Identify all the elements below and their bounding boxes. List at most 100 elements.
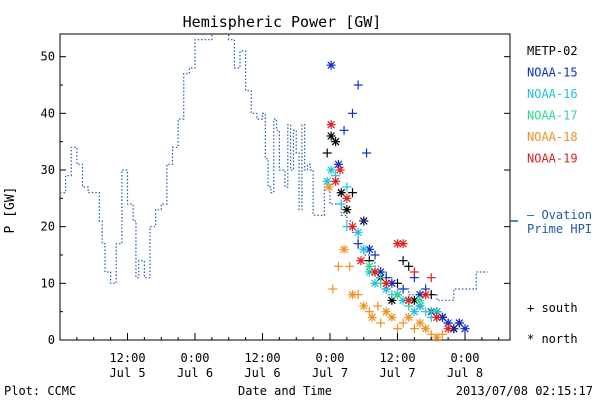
legend-noaa-19: NOAA-19 xyxy=(527,152,578,166)
noaa-19-point xyxy=(426,273,436,283)
noaa-15-point xyxy=(339,125,349,135)
marker-d2 xyxy=(410,307,419,316)
marker-d2 xyxy=(433,313,441,322)
marker-d2 xyxy=(416,290,424,299)
y-tick-label: 30 xyxy=(41,163,55,177)
metp-02-point xyxy=(398,256,408,266)
marker-d2 xyxy=(359,245,368,254)
marker-d2 xyxy=(382,279,391,288)
noaa-19-point xyxy=(398,239,408,249)
noaa-19-point xyxy=(421,290,431,300)
marker-d2 xyxy=(404,296,413,305)
noaa-15-point xyxy=(438,312,447,322)
noaa-15-point xyxy=(415,290,425,300)
marker-d2 xyxy=(444,324,452,333)
noaa-18-point xyxy=(339,244,349,254)
marker-legend-north: * north xyxy=(527,332,578,346)
noaa-19-point xyxy=(381,278,391,288)
noaa-19-point xyxy=(331,176,341,186)
noaa-17-point xyxy=(393,290,402,300)
noaa-18-point xyxy=(438,329,447,339)
marker-d2 xyxy=(416,319,424,327)
y-tick-label: 40 xyxy=(41,106,55,120)
marker-d2 xyxy=(376,268,385,276)
marker-d2 xyxy=(348,222,357,231)
noaa-18-point xyxy=(432,332,442,342)
marker-d2 xyxy=(357,256,365,265)
marker-d2 xyxy=(327,132,335,140)
satellite-points xyxy=(322,60,470,342)
marker-d2 xyxy=(327,61,335,69)
marker-d2 xyxy=(323,177,331,186)
noaa-15-point xyxy=(398,284,408,294)
noaa-17-point xyxy=(364,261,374,271)
legend-noaa-15: NOAA-15 xyxy=(527,66,578,80)
legend-metp-02: METP-02 xyxy=(527,44,578,58)
chart-title: Hemispheric Power [GW] xyxy=(183,13,382,31)
x-tick-time: 0:00 xyxy=(181,351,210,365)
x-tick-date: Jul 8 xyxy=(447,366,483,380)
marker-d2 xyxy=(325,183,333,191)
marker-d2 xyxy=(365,245,374,254)
y-tick-label: 0 xyxy=(48,333,55,347)
noaa-16-point xyxy=(359,244,369,254)
footer-left: Plot: CCMC xyxy=(4,384,76,398)
metp-02-point xyxy=(336,188,346,198)
noaa-18-point xyxy=(381,307,391,317)
noaa-19-point xyxy=(342,193,352,203)
noaa-18-point xyxy=(324,182,334,192)
noaa-15-point xyxy=(359,216,369,226)
noaa-19-point xyxy=(335,165,345,175)
noaa-18-point xyxy=(353,290,363,300)
noaa-18-point xyxy=(359,301,369,311)
marker-d2 xyxy=(343,194,351,203)
legend-noaa-16: NOAA-16 xyxy=(527,87,578,101)
x-tick-date: Jul 6 xyxy=(177,366,213,380)
marker-d2 xyxy=(393,239,402,248)
noaa-18-point xyxy=(328,284,338,294)
x-tick-time: 12:00 xyxy=(244,351,280,365)
noaa-19-point xyxy=(404,295,414,305)
noaa-15-point xyxy=(353,80,363,90)
legend-noaa-17: NOAA-17 xyxy=(527,109,578,123)
marker-d2 xyxy=(455,319,464,327)
noaa-18-point xyxy=(333,261,343,271)
marker-d2 xyxy=(334,160,343,169)
marker-d2 xyxy=(343,205,351,214)
noaa-15-point xyxy=(460,324,470,334)
noaa-15-point xyxy=(326,60,336,70)
metp-02-point xyxy=(322,148,332,158)
legend: METP-02 NOAA-15 NOAA-16 NOAA-17 NOAA-18 NOAA-… xyxy=(527,44,578,166)
footer-right: 2013/07/08 02:15:17 xyxy=(456,384,593,398)
marker-d2 xyxy=(331,177,340,186)
noaa-18-point xyxy=(409,324,419,334)
noaa-18-point xyxy=(373,301,383,311)
metp-02-point xyxy=(404,261,414,271)
marker-d2 xyxy=(393,290,402,299)
marker-d2 xyxy=(365,262,374,271)
marker-d2 xyxy=(410,296,419,305)
noaa-19-point xyxy=(356,256,366,266)
metp-02-point xyxy=(331,137,341,147)
marker-d2 xyxy=(421,290,430,299)
ovation-line xyxy=(60,34,488,301)
noaa-15-point xyxy=(370,250,380,260)
noaa-19-point xyxy=(432,312,442,322)
noaa-19-point xyxy=(443,324,453,334)
marker-d2 xyxy=(388,313,396,322)
marker-d2 xyxy=(327,120,335,129)
y-axis-label: P [GW] xyxy=(3,187,18,234)
noaa-16-point xyxy=(326,165,336,175)
x-tick-time: 12:00 xyxy=(379,351,415,365)
marker-d2 xyxy=(348,290,357,299)
ovation-legend-label: — Ovation Prime HPI xyxy=(527,208,600,222)
marker-d2 xyxy=(382,307,391,316)
marker-d2 xyxy=(365,268,374,276)
marker-d2 xyxy=(421,324,430,333)
x-tick-date: Jul 5 xyxy=(109,366,145,380)
marker-d2 xyxy=(433,307,441,316)
marker-d2 xyxy=(331,137,340,146)
y-axis: 0 10 20 30 40 50 xyxy=(41,50,510,347)
marker-d2 xyxy=(461,324,469,333)
